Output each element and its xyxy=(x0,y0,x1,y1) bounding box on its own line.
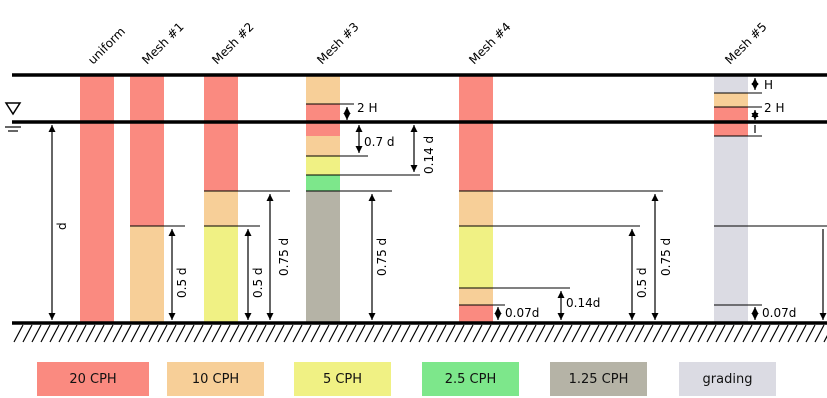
svg-text:0.5 d: 0.5 d xyxy=(635,267,649,298)
mesh3-column xyxy=(306,76,340,323)
svg-text:0.75 d: 0.75 d xyxy=(375,238,389,276)
water-level-icon xyxy=(4,102,22,132)
svg-text:0.7 d: 0.7 d xyxy=(364,135,395,149)
mesh2-column xyxy=(204,76,238,323)
mesh-title-mesh1: Mesh #1 xyxy=(139,20,186,67)
dim-depth: d xyxy=(48,124,69,320)
dim-mesh2: 0.5 d 0.75 d xyxy=(204,190,291,320)
svg-text:2 H: 2 H xyxy=(357,101,377,115)
svg-text:H: H xyxy=(764,78,773,92)
mesh1-column xyxy=(130,76,164,323)
svg-text:0.07d: 0.07d xyxy=(505,306,539,320)
dim-mesh1-05d: 0.5 d xyxy=(130,225,189,320)
mesh-title-mesh3: Mesh #3 xyxy=(314,20,361,67)
mesh4-column xyxy=(459,76,493,323)
svg-text:0.14d: 0.14d xyxy=(566,296,600,310)
mesh-title-mesh4: Mesh #4 xyxy=(466,20,513,67)
svg-text:0.14 d: 0.14 d xyxy=(422,136,436,174)
svg-text:0.07d: 0.07d xyxy=(762,306,796,320)
mesh-title-mesh2: Mesh #2 xyxy=(209,20,256,67)
dim-mesh4: 0.07d 0.14d 0.5 d 0.75 d xyxy=(459,190,673,320)
dim-depth-label: d xyxy=(55,222,69,230)
svg-text:0.75 d: 0.75 d xyxy=(277,238,291,276)
seabed-hatching xyxy=(13,324,827,343)
dim-mesh5: H 2 H 0.07d xyxy=(714,78,827,320)
uniform-column xyxy=(80,76,114,323)
mesh-title-uniform: uniform xyxy=(85,24,128,67)
svg-text:2 H: 2 H xyxy=(764,101,784,115)
mesh5-column xyxy=(714,76,748,323)
svg-text:0.5 d: 0.5 d xyxy=(251,267,265,298)
mesh-title-mesh5: Mesh #5 xyxy=(722,20,769,67)
dim-mesh3: 2 H 0.7 d 0.14 d 0.75 d xyxy=(306,101,436,320)
svg-text:0.75 d: 0.75 d xyxy=(659,238,673,276)
svg-text:0.5 d: 0.5 d xyxy=(175,267,189,298)
